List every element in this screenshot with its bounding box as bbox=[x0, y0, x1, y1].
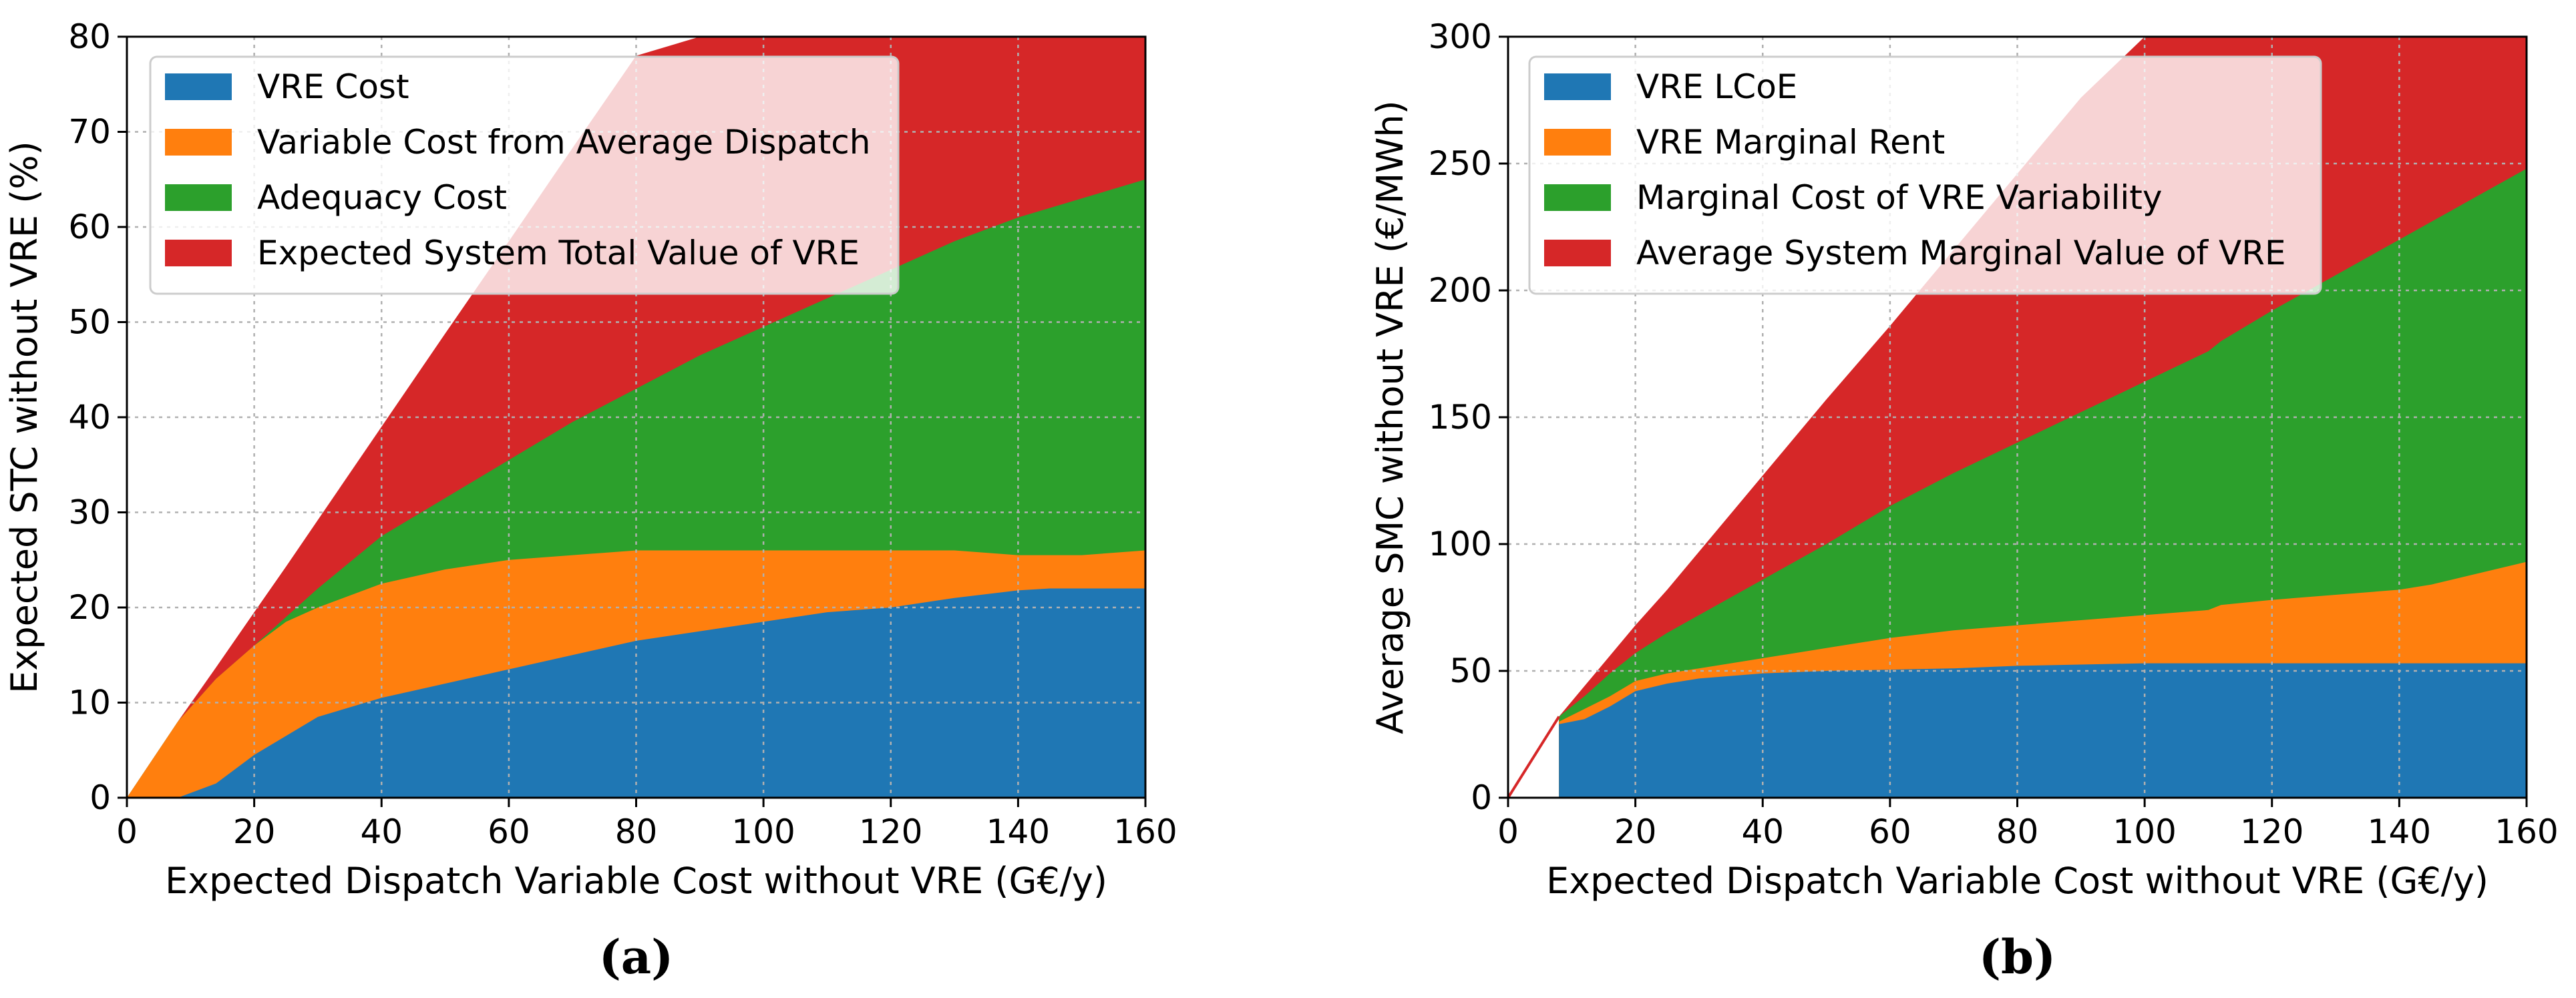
y-tick-label: 200 bbox=[1429, 271, 1492, 310]
y-axis-label: Average SMC without VRE (€/MWh) bbox=[1369, 100, 1411, 734]
legend-label: VRE LCoE bbox=[1636, 67, 1797, 106]
x-tick-label: 20 bbox=[233, 812, 276, 851]
legend: VRE Cost Variable Cost from Average Dispa… bbox=[149, 55, 900, 295]
area-vre-lcoe bbox=[1559, 663, 2527, 798]
y-tick-label: 0 bbox=[89, 778, 111, 817]
legend-label: Expected System Total Value of VRE bbox=[257, 234, 860, 272]
y-tick-label: 10 bbox=[68, 684, 111, 722]
y-tick-label: 300 bbox=[1429, 17, 1492, 56]
legend-swatch bbox=[165, 129, 232, 156]
x-axis-label: Expected Dispatch Variable Cost without … bbox=[165, 860, 1107, 902]
x-tick-label: 160 bbox=[1113, 812, 1177, 851]
y-tick-label: 40 bbox=[68, 398, 111, 437]
legend-label: VRE Cost bbox=[257, 67, 409, 106]
legend-swatch bbox=[1544, 184, 1611, 211]
y-tick-label: 70 bbox=[68, 113, 111, 152]
y-tick-label: 0 bbox=[1471, 778, 1492, 817]
y-tick-label: 30 bbox=[68, 493, 111, 532]
x-tick-label: 40 bbox=[360, 812, 403, 851]
panel-label: (a) bbox=[599, 929, 674, 985]
legend-swatch bbox=[1544, 240, 1611, 266]
legend-label: Variable Cost from Average Dispatch bbox=[257, 123, 870, 162]
origin-line bbox=[1508, 716, 1560, 798]
y-tick-label: 150 bbox=[1429, 398, 1492, 437]
x-axis-label: Expected Dispatch Variable Cost without … bbox=[1546, 860, 2489, 902]
legend-swatch bbox=[165, 240, 232, 266]
legend-label: Average System Marginal Value of VRE bbox=[1636, 234, 2286, 272]
chart-panel-a: 0 20 40 60 80 100 120 140 160 0 10 20 30 40 50 60 70 80 Ex… bbox=[3, 17, 1177, 985]
x-tick-label: 100 bbox=[2112, 812, 2176, 851]
legend-label: Adequacy Cost bbox=[257, 178, 507, 217]
y-tick-label: 80 bbox=[68, 17, 111, 56]
y-tick-label: 50 bbox=[1449, 652, 1492, 690]
x-tick-label: 60 bbox=[488, 812, 530, 851]
x-tick-label: 140 bbox=[986, 812, 1050, 851]
y-tick-label: 60 bbox=[68, 208, 111, 246]
legend-label: VRE Marginal Rent bbox=[1636, 123, 1945, 162]
x-tick-label: 140 bbox=[2368, 812, 2431, 851]
y-tick-label: 20 bbox=[68, 588, 111, 627]
legend-swatch bbox=[165, 184, 232, 211]
y-tick-label: 250 bbox=[1429, 144, 1492, 183]
x-tick-label: 100 bbox=[731, 812, 795, 851]
x-tick-label: 160 bbox=[2495, 812, 2558, 851]
legend-swatch bbox=[1544, 73, 1611, 100]
y-tick-label: 50 bbox=[68, 303, 111, 342]
x-tick-label: 120 bbox=[2240, 812, 2304, 851]
legend: VRE LCoE VRE Marginal Rent Marginal Cost o… bbox=[1528, 55, 2322, 295]
chart-panel-b: 0 20 40 60 80 100 120 140 160 0 50 100 150 200 250 300 E… bbox=[1369, 17, 2559, 985]
x-tick-label: 0 bbox=[116, 812, 138, 851]
panel-label: (b) bbox=[1979, 929, 2056, 985]
legend-swatch bbox=[165, 73, 232, 100]
legend-box bbox=[1528, 55, 2322, 295]
legend-box bbox=[149, 55, 900, 295]
legend-label: Marginal Cost of VRE Variability bbox=[1636, 178, 2162, 217]
y-axis-label: Expected STC without VRE (%) bbox=[3, 141, 45, 693]
x-tick-label: 120 bbox=[859, 812, 922, 851]
y-tick-label: 100 bbox=[1429, 525, 1492, 563]
x-tick-label: 0 bbox=[1497, 812, 1519, 851]
x-tick-label: 80 bbox=[1996, 812, 2039, 851]
x-tick-label: 80 bbox=[615, 812, 658, 851]
x-tick-label: 60 bbox=[1869, 812, 1911, 851]
legend-swatch bbox=[1544, 129, 1611, 156]
x-tick-label: 20 bbox=[1614, 812, 1657, 851]
x-tick-label: 40 bbox=[1741, 812, 1784, 851]
